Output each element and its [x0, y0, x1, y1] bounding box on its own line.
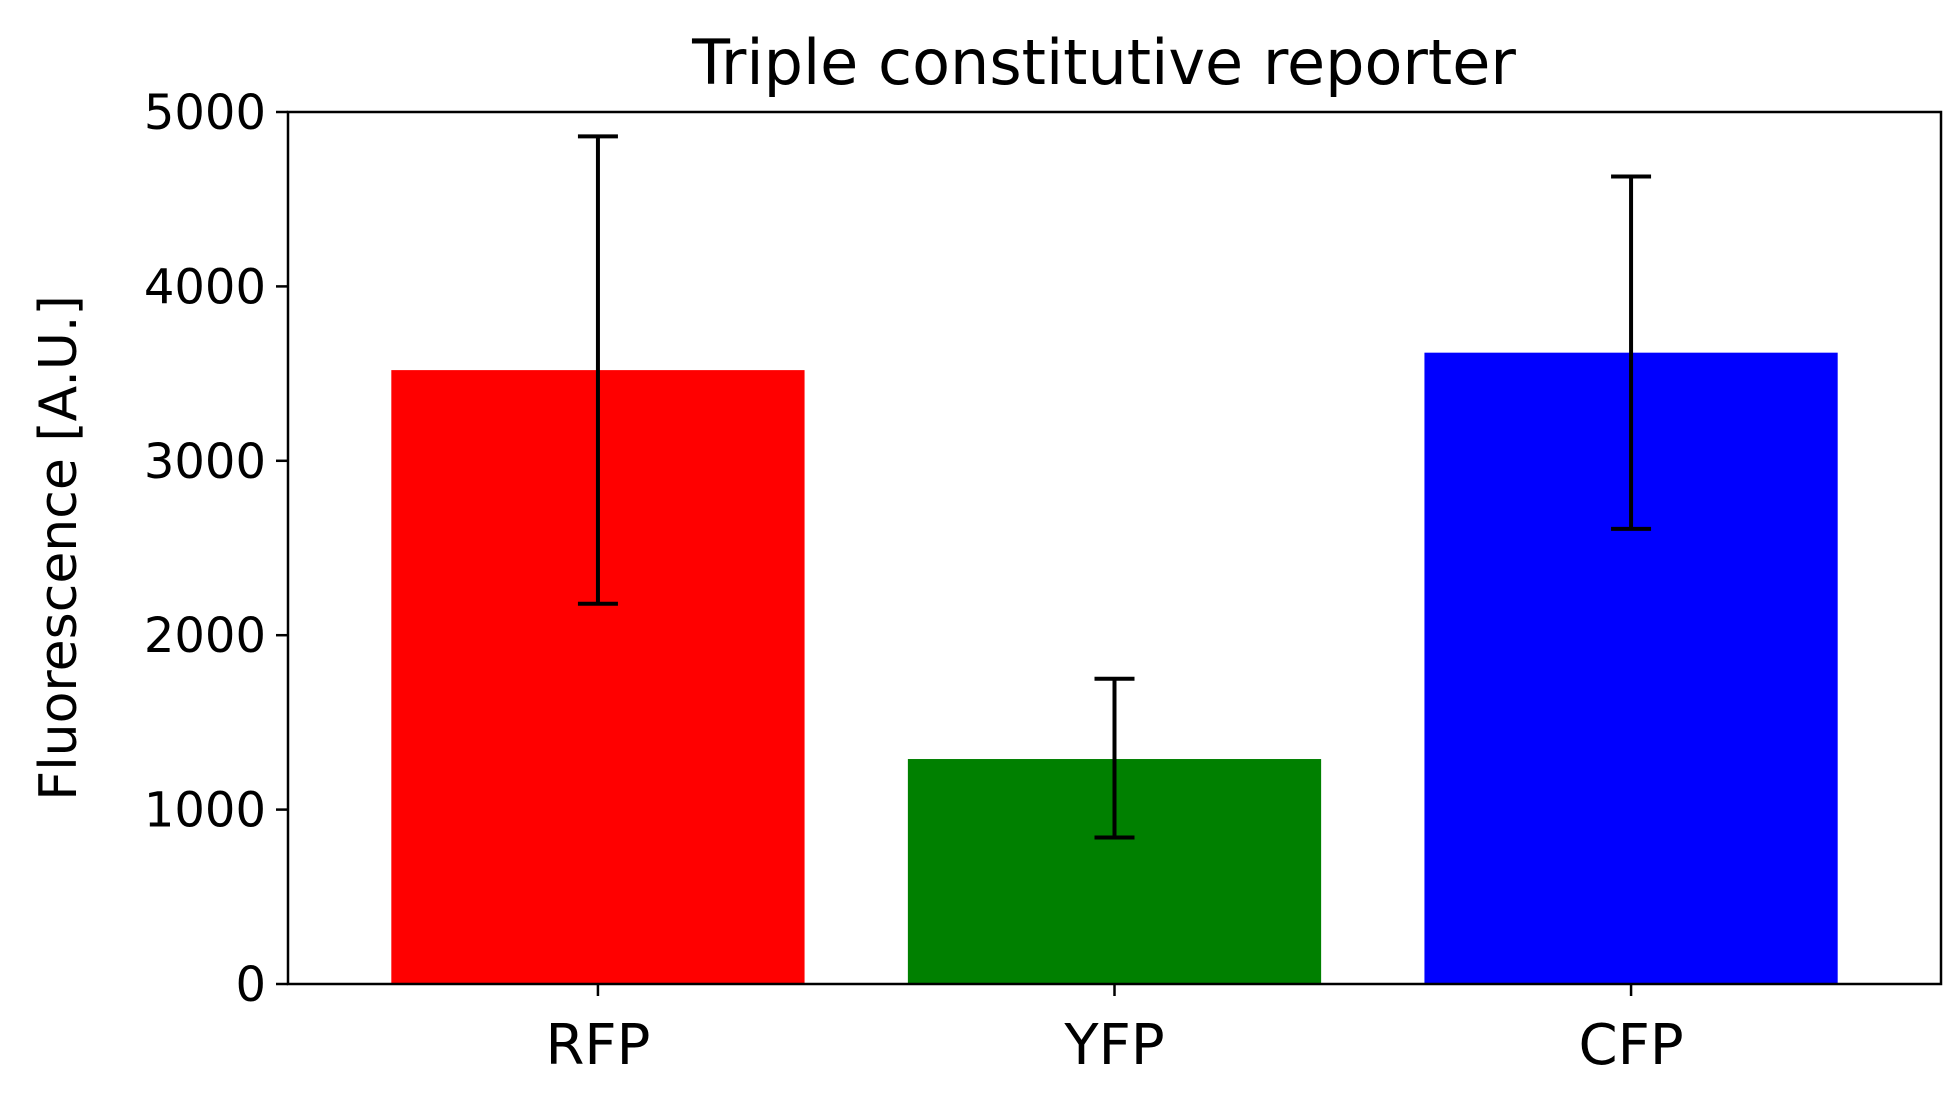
y-tick-label-5000: 5000: [144, 85, 266, 141]
x-axis-ticks: RFP YFP CFP: [545, 984, 1684, 1078]
y-tick-label-1000: 1000: [144, 783, 266, 839]
x-tick-label-rfp: RFP: [545, 1013, 650, 1078]
y-axis-ticks: 0 1000 2000 3000 4000 5000: [144, 85, 288, 1013]
chart-title: Triple constitutive reporter: [691, 26, 1516, 99]
x-tick-label-cfp: CFP: [1579, 1013, 1684, 1078]
y-axis-label: Fluorescence [A.U.]: [29, 295, 89, 800]
y-tick-label-3000: 3000: [144, 434, 266, 490]
x-tick-label-yfp: YFP: [1063, 1013, 1164, 1078]
y-tick-label-4000: 4000: [144, 259, 266, 315]
error-bars-layer: [577, 134, 1652, 840]
y-tick-label-2000: 2000: [144, 608, 266, 664]
y-tick-label-0: 0: [235, 957, 266, 1013]
bars-layer: [391, 352, 1838, 984]
